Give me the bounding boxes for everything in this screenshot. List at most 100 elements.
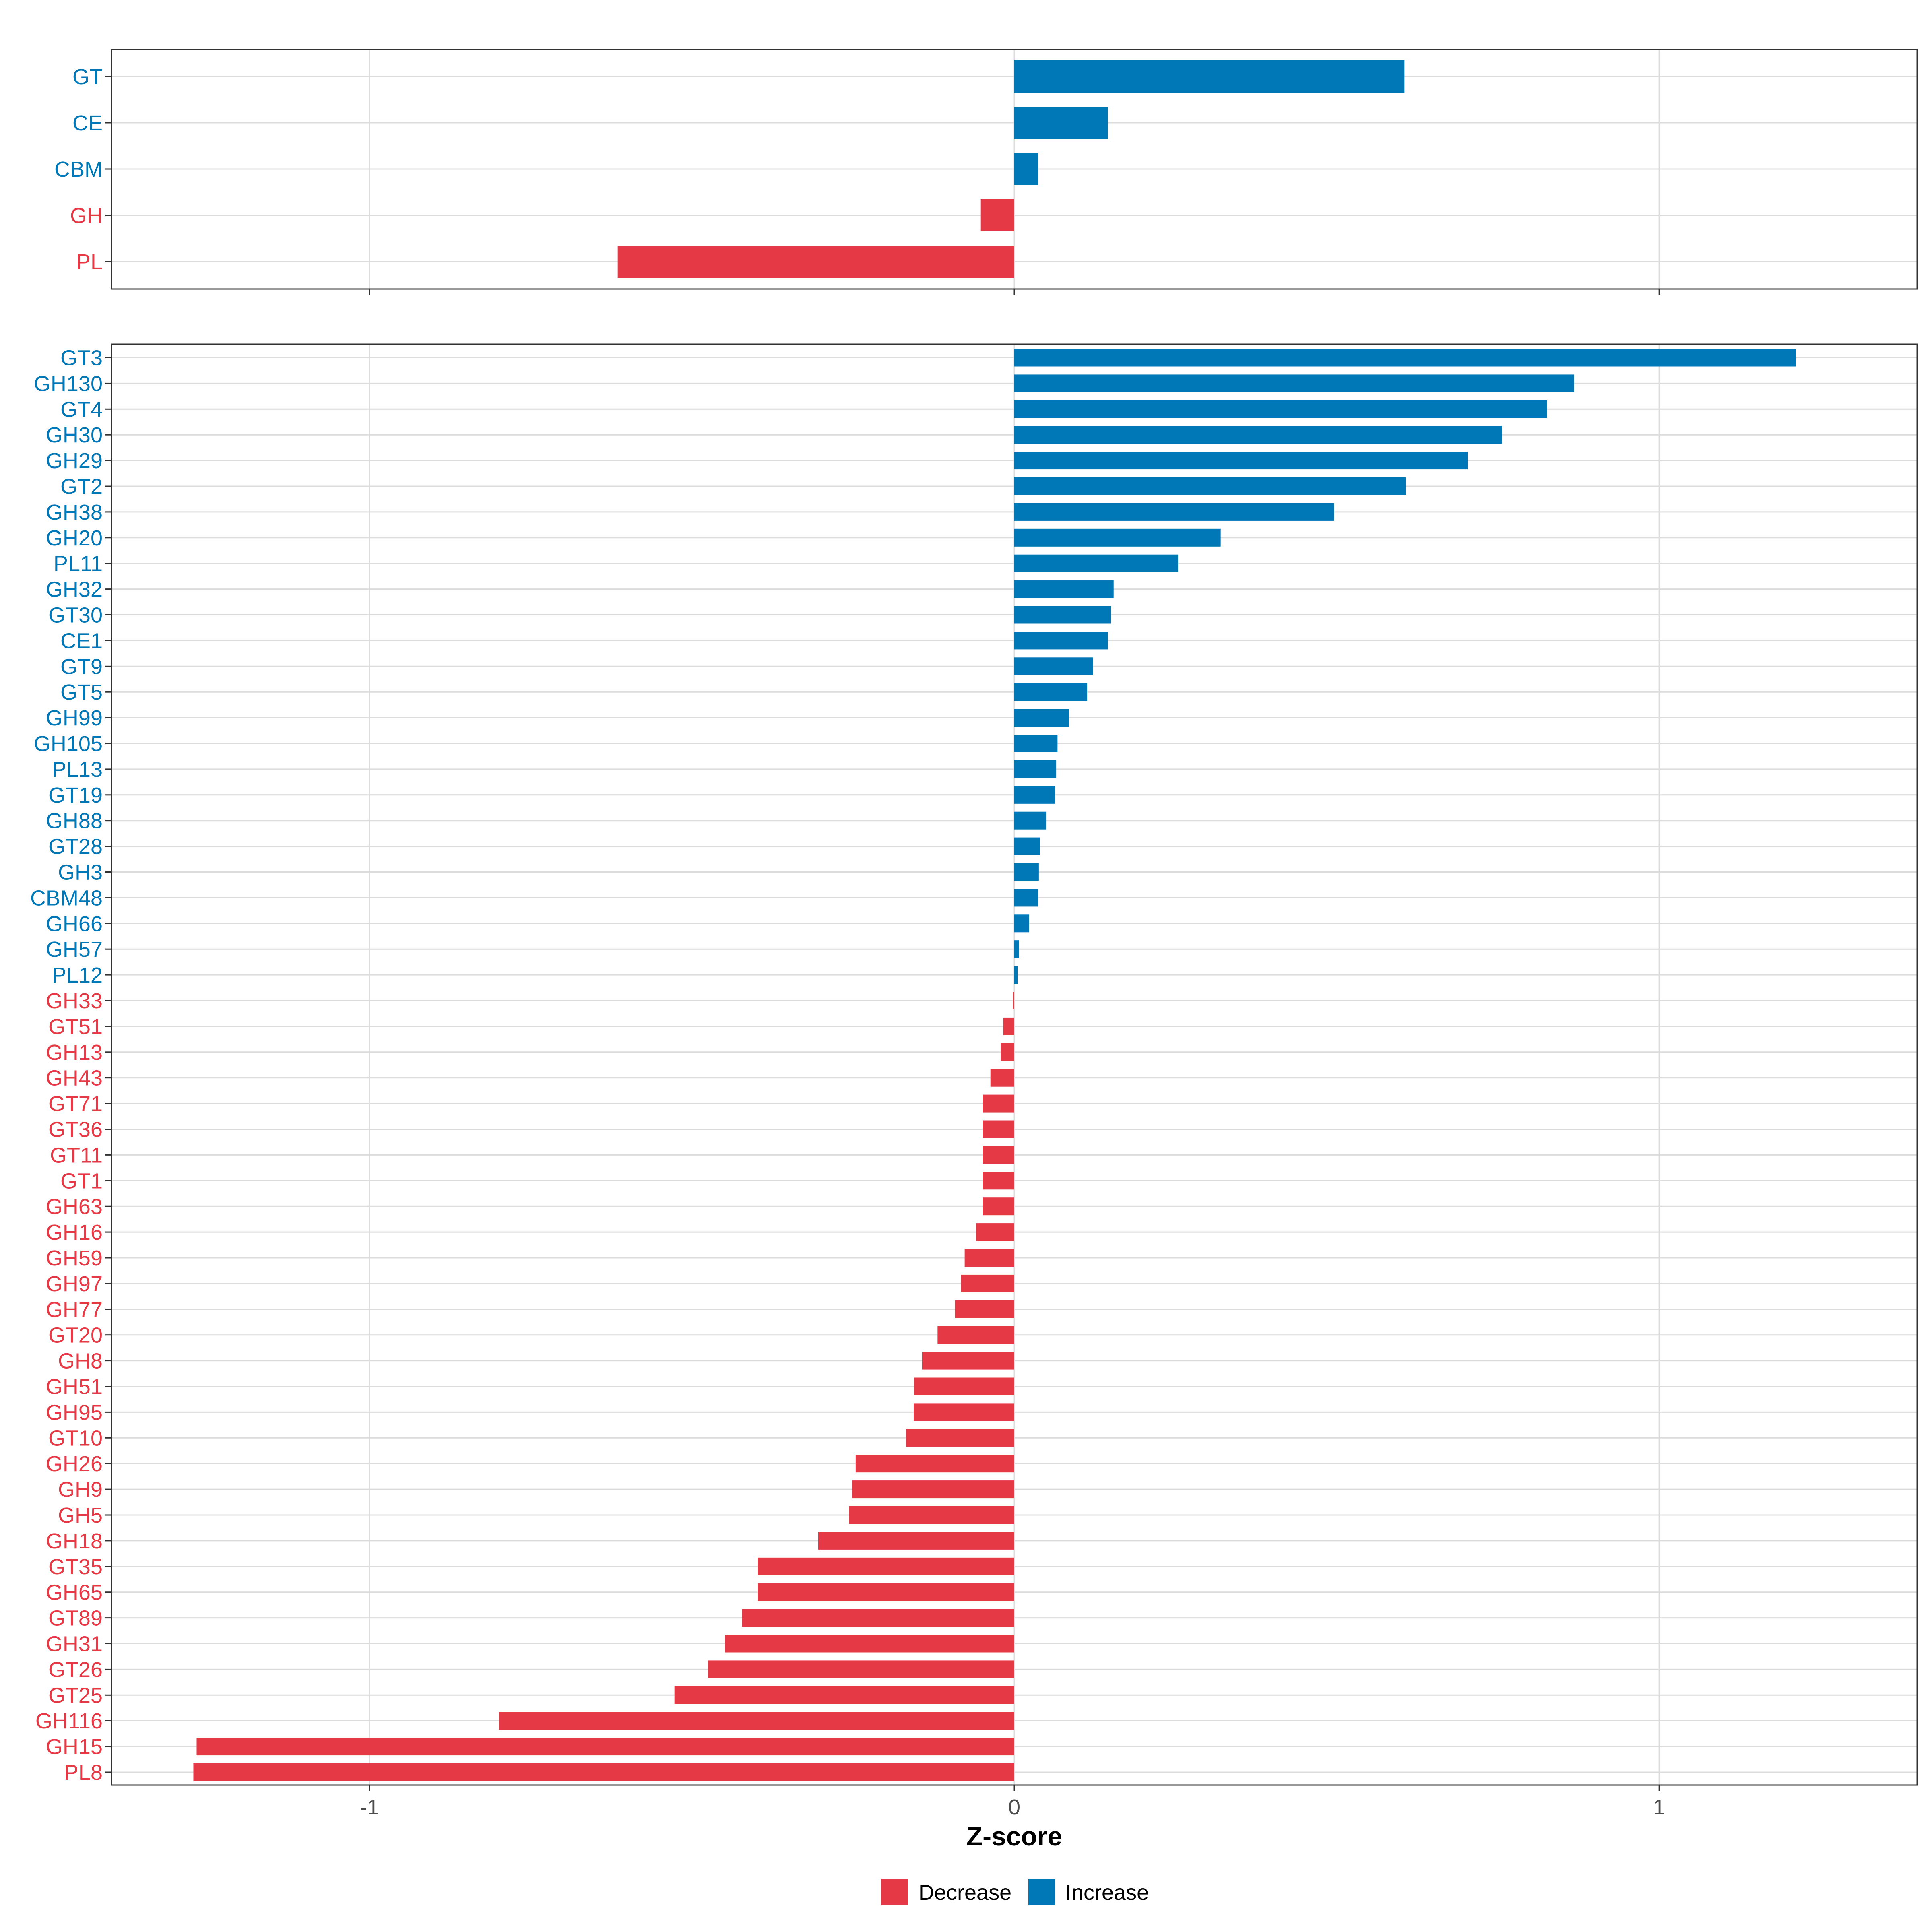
bar-gh66 — [1014, 914, 1029, 933]
bar-gt35 — [758, 1557, 1014, 1575]
y-tick-label-gt25: GT25 — [48, 1683, 103, 1707]
y-tick-label-gh3: GH3 — [58, 861, 103, 885]
family-panel: GT3GH130GT4GH30GH29GT2GH38GH20PL11GH32GT… — [30, 343, 1918, 1819]
bar-gh105 — [1014, 735, 1058, 752]
bar-gt19 — [1014, 786, 1055, 804]
y-tick-label-gh32: GH32 — [46, 578, 103, 602]
bar-pl13 — [1014, 760, 1057, 778]
x-tick-label: -1 — [360, 1795, 379, 1819]
bar-gt89 — [742, 1609, 1014, 1627]
bar-gh26 — [855, 1455, 1014, 1473]
y-tick-label-gt5: GT5 — [60, 680, 103, 704]
bar-gh95 — [914, 1403, 1014, 1421]
y-tick-label-gh9: GH9 — [58, 1478, 103, 1502]
y-tick-label-pl8: PL8 — [64, 1761, 103, 1785]
y-tick-label-gh38: GH38 — [46, 500, 103, 524]
bar-gt36 — [983, 1120, 1014, 1138]
y-tick-label-gt4: GT4 — [60, 397, 103, 421]
bar-gt — [1014, 60, 1405, 93]
y-tick-label-pl13: PL13 — [52, 758, 103, 782]
bar-gt25 — [674, 1686, 1014, 1704]
y-tick-label-gt35: GT35 — [48, 1555, 103, 1579]
y-tick-label-ce: CE — [72, 111, 103, 135]
bar-gh — [980, 199, 1014, 231]
y-tick-label-ce1: CE1 — [60, 629, 103, 653]
legend-key-decrease — [881, 1879, 908, 1905]
y-tick-label-gt89: GT89 — [48, 1606, 103, 1631]
bar-gt5 — [1014, 683, 1088, 701]
bar-gh32 — [1014, 580, 1114, 598]
y-tick-label-gh77: GH77 — [46, 1298, 103, 1322]
x-axis-ticks: -1 0 1 — [360, 1785, 1665, 1819]
legend-label-increase: Increase — [1065, 1880, 1149, 1905]
bar-gh88 — [1014, 811, 1047, 830]
y-tick-label-gt2: GT2 — [60, 475, 103, 499]
x-axis-title: Z-score — [966, 1821, 1062, 1851]
bar-gh97 — [961, 1274, 1014, 1292]
bar-gh3 — [1014, 863, 1039, 881]
class-panel: GT CE CBM GH PL — [54, 49, 1918, 295]
bar-pl8 — [193, 1763, 1014, 1781]
class-panel-x-ticks — [369, 289, 1660, 295]
y-tick-label-gh88: GH88 — [46, 809, 103, 833]
bar-gh57 — [1014, 940, 1019, 958]
y-tick-label-gh5: GH5 — [58, 1503, 103, 1527]
bar-gt4 — [1014, 400, 1547, 418]
y-tick-label-gh15: GH15 — [46, 1735, 103, 1759]
y-tick-label-gh33: GH33 — [46, 989, 103, 1013]
y-tick-label-gh130: GH130 — [34, 372, 103, 396]
bar-ce — [1014, 107, 1108, 139]
y-tick-label-gt26: GT26 — [48, 1657, 103, 1682]
bar-gh31 — [724, 1635, 1014, 1653]
bar-cbm48 — [1014, 889, 1038, 907]
y-tick-label-gh: GH — [70, 204, 103, 228]
family-panel-bars — [193, 349, 1796, 1781]
y-tick-label-gt19: GT19 — [48, 783, 103, 807]
bar-ce1 — [1014, 632, 1108, 650]
y-tick-label-gt1: GT1 — [60, 1169, 103, 1193]
y-tick-label-gh29: GH29 — [46, 449, 103, 473]
bar-gh33 — [1013, 992, 1014, 1009]
y-tick-label-cbm: CBM — [54, 157, 103, 182]
bar-gt1 — [983, 1172, 1014, 1190]
bar-gh116 — [499, 1712, 1014, 1730]
legend-key-increase — [1028, 1879, 1055, 1905]
bar-gt9 — [1014, 657, 1093, 675]
bar-gh77 — [955, 1300, 1014, 1318]
bar-gh9 — [852, 1480, 1014, 1499]
y-tick-label-gt71: GT71 — [48, 1092, 103, 1116]
y-tick-label-gh66: GH66 — [46, 912, 103, 936]
bar-gt2 — [1014, 477, 1406, 495]
y-tick-label-gh30: GH30 — [46, 423, 103, 447]
y-tick-label-gh16: GH16 — [46, 1220, 103, 1245]
y-tick-label-gh63: GH63 — [46, 1195, 103, 1219]
bar-gh99 — [1014, 709, 1069, 727]
y-tick-label-gt11: GT11 — [50, 1143, 103, 1167]
bar-gh130 — [1014, 374, 1574, 392]
bar-gt11 — [983, 1146, 1014, 1164]
bar-gh43 — [990, 1069, 1014, 1087]
bar-gh38 — [1014, 503, 1334, 521]
y-tick-label-gh116: GH116 — [35, 1709, 103, 1733]
y-tick-label-gt30: GT30 — [48, 603, 103, 627]
family-panel-y-axis: GT3GH130GT4GH30GH29GT2GH38GH20PL11GH32GT… — [30, 346, 111, 1785]
bar-gh5 — [849, 1506, 1014, 1524]
bar-gt51 — [1003, 1017, 1014, 1035]
y-tick-label-gh20: GH20 — [46, 526, 103, 550]
bar-gh18 — [818, 1532, 1014, 1550]
y-tick-label-gt9: GT9 — [60, 654, 103, 679]
y-tick-label-gh18: GH18 — [46, 1529, 103, 1553]
y-tick-label-gh26: GH26 — [46, 1452, 103, 1476]
y-tick-label-gh97: GH97 — [46, 1272, 103, 1296]
bar-cbm — [1014, 153, 1038, 185]
bar-gt30 — [1014, 606, 1111, 624]
x-tick-label: 1 — [1653, 1795, 1665, 1819]
y-tick-label-pl11: PL11 — [54, 552, 103, 576]
bar-gh16 — [976, 1223, 1014, 1241]
y-tick-label-gh105: GH105 — [34, 732, 103, 756]
bar-gh65 — [758, 1583, 1014, 1601]
bar-gh30 — [1014, 426, 1502, 444]
bar-gh51 — [914, 1377, 1014, 1395]
class-panel-y-axis: GT CE CBM GH PL — [54, 65, 111, 274]
